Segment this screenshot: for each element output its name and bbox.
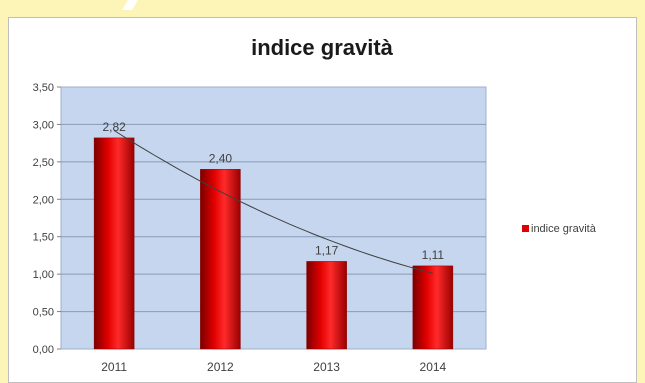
x-axis-labels: 2011 2012 2013 2014: [101, 360, 446, 374]
y-tick-label: 0,00: [33, 344, 54, 356]
legend-label: indice gravità: [531, 223, 597, 235]
legend: indice gravità: [522, 223, 597, 235]
data-label: 1,11: [422, 248, 445, 262]
y-tick-label: 2,00: [33, 194, 54, 206]
x-tick-label: 2012: [207, 360, 234, 374]
x-tick-label: 2014: [420, 360, 447, 374]
y-tick-label: 1,00: [33, 269, 54, 281]
chart-title: indice gravità: [251, 35, 394, 60]
legend-swatch: [522, 225, 529, 232]
y-axis-ticks: 0,00 0,50 1,00 1,50 2,00 2,50 3,00 3,50: [33, 82, 61, 356]
y-tick-label: 2,50: [33, 157, 54, 169]
data-label: 2,82: [102, 120, 126, 134]
data-label: 2,40: [209, 151, 233, 165]
bar: [412, 265, 454, 350]
x-tick-label: 2011: [101, 360, 127, 374]
data-labels: 2,82 2,40 1,17 1,11: [102, 120, 444, 262]
y-tick-label: 0,50: [33, 307, 54, 319]
y-tick-label: 1,50: [33, 232, 54, 244]
trend-line: [113, 130, 434, 274]
y-tick-label: 3,00: [33, 119, 54, 131]
y-tick-label: 3,50: [33, 82, 54, 94]
bar: [306, 261, 347, 350]
bars: [93, 137, 454, 350]
data-label: 1,17: [315, 243, 339, 257]
x-tick-label: 2013: [313, 360, 340, 374]
bar: [200, 169, 241, 350]
bar: [93, 137, 135, 350]
